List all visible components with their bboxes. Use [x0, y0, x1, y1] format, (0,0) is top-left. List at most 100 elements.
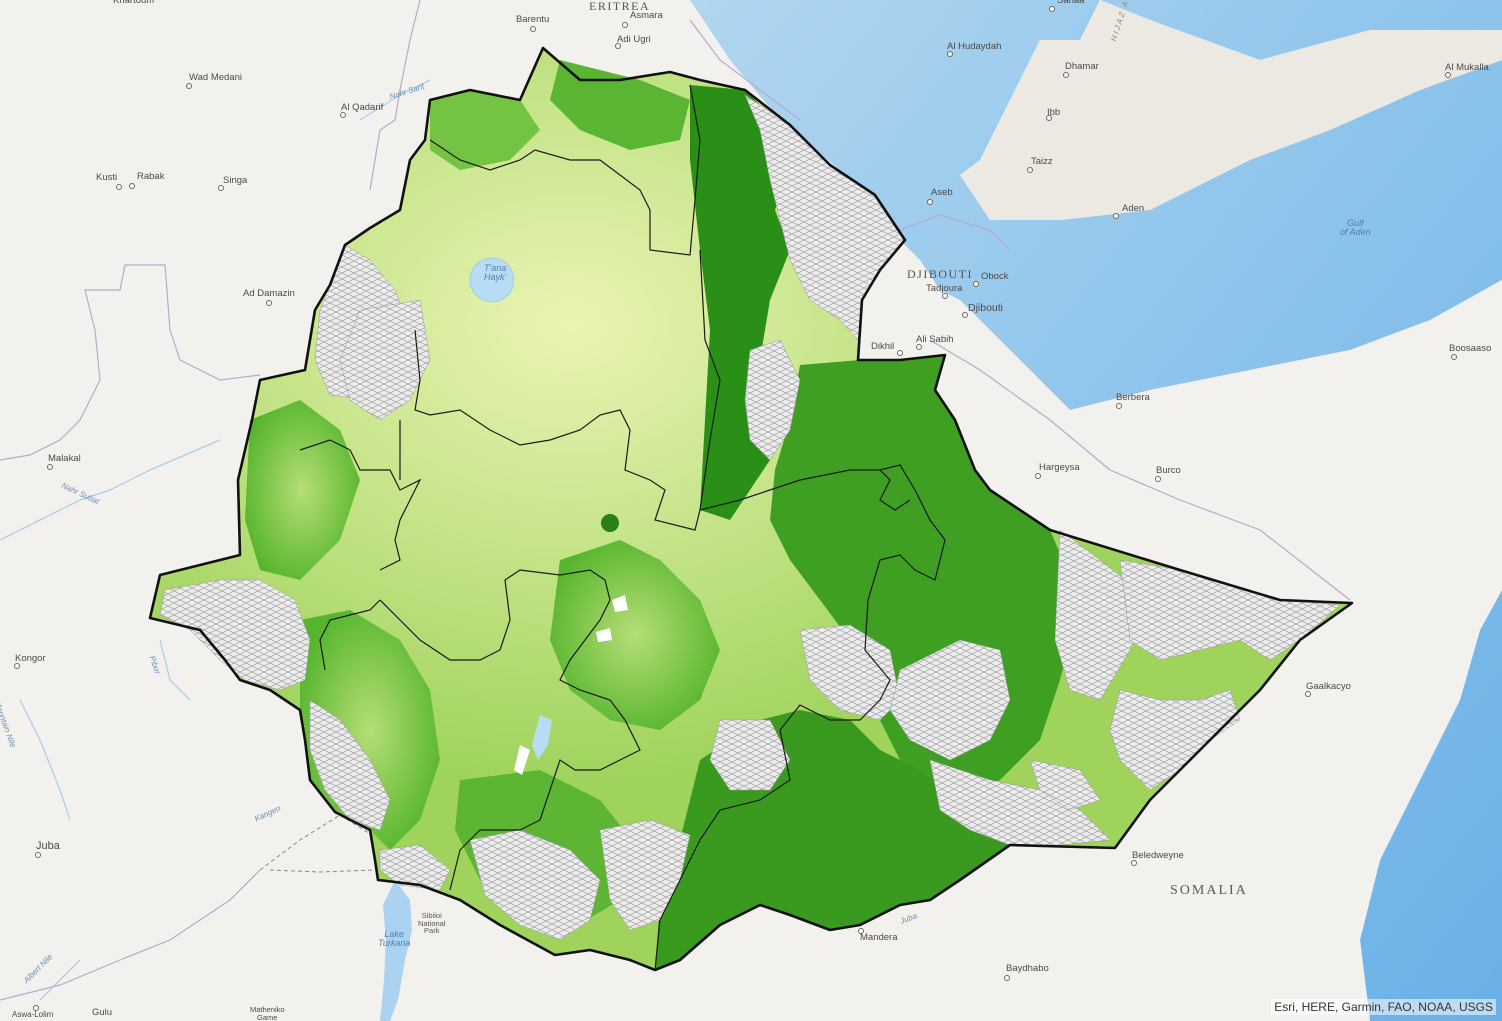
ethiopia-border: [148, 46, 1354, 972]
yemen-land: [940, 0, 1502, 220]
city-dot: [266, 300, 272, 306]
city-dot: [916, 344, 922, 350]
city-dot: [897, 350, 903, 356]
city-dot: [1131, 860, 1137, 866]
water-label-lake-turkana: Lake Turkana: [378, 929, 411, 948]
city-label-khartoum: Khartoum: [113, 0, 155, 6]
nodata-center-south: [709, 719, 791, 791]
city-dot: [47, 464, 53, 470]
city-dot: [1451, 354, 1457, 360]
city-label-hargeysa: Hargeysa: [1039, 462, 1080, 473]
city-label-dikhil: Dikhil: [871, 341, 895, 352]
west-green: [245, 400, 360, 580]
nodata-afar-south: [744, 339, 801, 461]
northwest-green: [430, 90, 540, 170]
city-label-ali-sabih: Ali Sabih: [916, 334, 954, 345]
city-dot: [218, 185, 224, 191]
city-dot: [622, 22, 628, 28]
nodata-southeast-2: [1029, 759, 1101, 811]
city-label-asmara: Asmara: [630, 10, 663, 21]
country-label-somalia: SOMALIA: [1170, 883, 1248, 898]
city-dot: [1035, 473, 1041, 479]
city-label-beledweyne: Beledweyne: [1132, 850, 1184, 861]
park-label-matheniko: Matheniko: [250, 1005, 285, 1014]
country-label-djibouti: DJIBOUTI: [907, 267, 973, 281]
city-label-ad-damazin: Ad Damazin: [243, 288, 295, 299]
nodata-south-3: [379, 844, 451, 891]
city-label-al-hudaydah: Al Hudaydah: [947, 41, 1002, 52]
red-sea: [690, 0, 1502, 1021]
city-dot: [962, 312, 968, 318]
city-dot: [1113, 213, 1119, 219]
city-label-baydhabo: Baydhabo: [1006, 963, 1049, 974]
city-dot: [116, 184, 122, 190]
city-dot: [1445, 72, 1451, 78]
water-label-tana: T'ana Hayk': [484, 263, 507, 282]
park-label-game: Game: [257, 1013, 278, 1021]
city-dot: [942, 293, 948, 299]
city-label-barentu: Barentu: [516, 14, 550, 25]
city-label-berbera: Berbera: [1116, 392, 1150, 403]
country-label-eritrea: ERITREA: [589, 0, 651, 13]
city-dot: [973, 281, 979, 287]
city-label-burco: Burco: [1156, 465, 1181, 476]
city-label-aseb: Aseb: [931, 187, 953, 198]
nodata-northwest: [339, 299, 431, 421]
city-dot: [927, 199, 933, 205]
map-attribution[interactable]: Esri, HERE, Garmin, FAO, NOAA, USGS: [1271, 999, 1496, 1015]
city-dot: [186, 83, 192, 89]
city-label-adi-ugri: Adi Ugri: [617, 34, 651, 45]
nodata-ogaden-3: [1054, 529, 1151, 701]
city-dot: [14, 663, 20, 669]
city-label-aswa-lolim: Aswa-Lolim: [12, 1010, 54, 1019]
city-dot: [858, 928, 864, 934]
lake-tana: [469, 257, 515, 303]
central-rift-green: [550, 540, 720, 730]
city-dot: [35, 852, 41, 858]
city-label-kusti: Kusti: [96, 172, 118, 183]
city-dot: [33, 1005, 39, 1011]
city-label-al-mukalla: Al Mukalla: [1445, 62, 1489, 73]
ethiopia-fill: [150, 48, 1352, 970]
city-label-boosaaso: Boosaaso: [1449, 343, 1492, 354]
city-dot: [1305, 691, 1311, 697]
city-label-malakal: Malakal: [48, 453, 81, 464]
city-label-al-qadarif: Al Qadarif: [341, 102, 384, 113]
city-label-sanaa: Sanaa: [1057, 0, 1085, 6]
city-label-dhamar: Dhamar: [1065, 61, 1099, 72]
city-dot: [1027, 167, 1033, 173]
city-dot: [340, 112, 346, 118]
city-dot: [947, 51, 953, 57]
city-label-ibb: Ibb: [1047, 107, 1061, 118]
city-label-singa: Singa: [223, 175, 248, 186]
city-dot: [1063, 72, 1069, 78]
city-label-aden: Aden: [1122, 203, 1145, 214]
park-label-sibiloi: Sibiloi National Park: [418, 911, 446, 935]
city-label-rabak: Rabak: [137, 171, 165, 182]
city-label-taizz: Taizz: [1031, 156, 1053, 167]
city-label-kongor: Kongor: [15, 653, 46, 664]
city-label-djibouti: Djibouti: [968, 302, 1004, 314]
city-label-tadjoura: Tadjoura: [926, 283, 963, 294]
water-label-gulf-of-aden: Gulf of Aden: [1340, 218, 1371, 237]
city-label-wad-medani: Wad Medani: [189, 72, 242, 83]
city-dot: [1004, 975, 1010, 981]
city-label-obock: Obock: [981, 271, 1009, 282]
nodata-southeast-1: [929, 759, 1111, 846]
city-dot: [615, 43, 621, 49]
city-label-gulu: Gulu: [92, 1007, 113, 1018]
city-label-gaalkacyo: Gaalkacyo: [1306, 681, 1351, 692]
nodata-southwest: [309, 699, 391, 831]
internal-borders: [299, 84, 946, 971]
lake-turkana: [380, 880, 412, 1021]
nodata-south-1: [469, 829, 601, 941]
city-dot: [129, 183, 135, 189]
city-dot: [1116, 403, 1122, 409]
city-dot: [530, 26, 536, 32]
city-dot: [1049, 6, 1055, 12]
nodata-ogaden-2: [889, 639, 1011, 761]
lake-abaya: [532, 715, 552, 760]
city-label-mandera: Mandera: [860, 932, 898, 943]
